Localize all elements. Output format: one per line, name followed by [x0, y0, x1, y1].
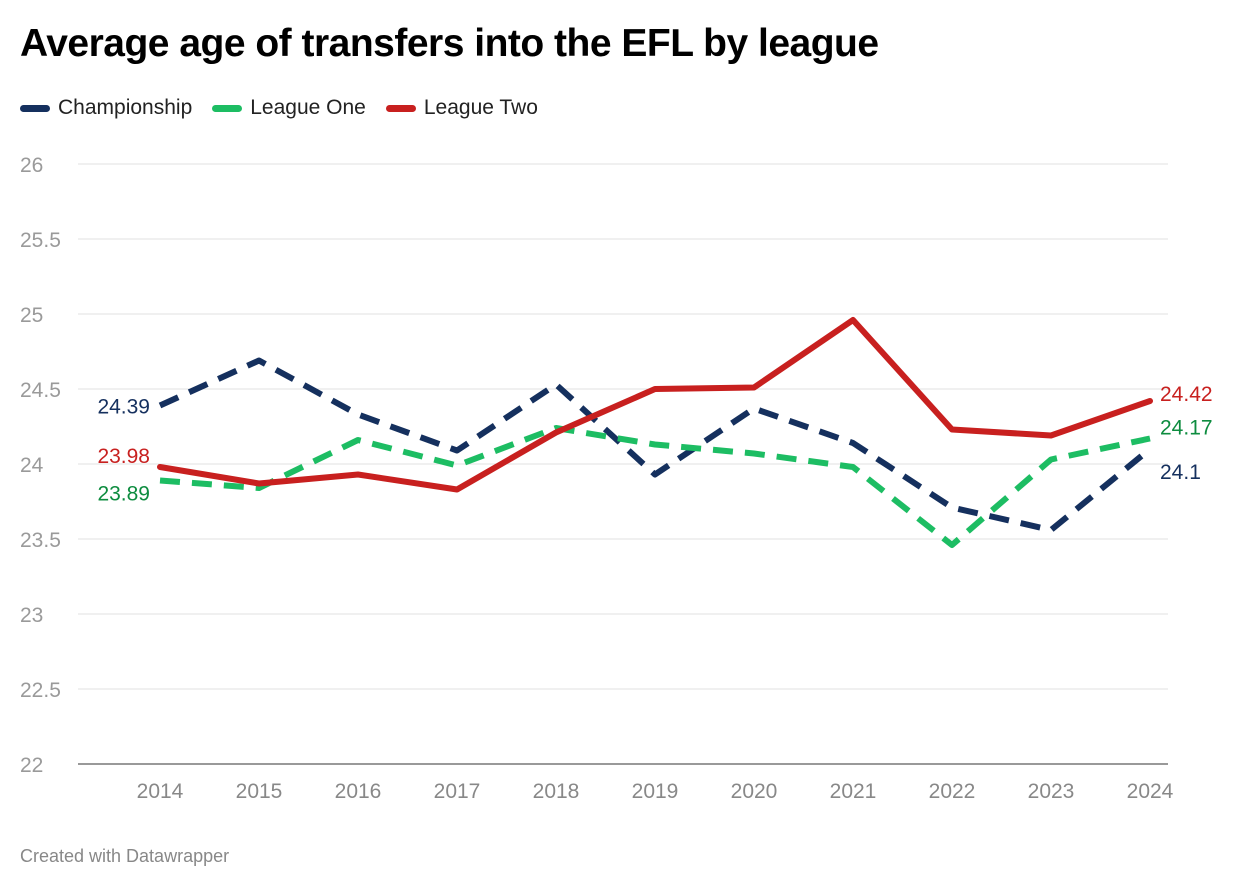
legend-label: League One: [250, 96, 366, 119]
y-tick-label: 23.5: [20, 529, 61, 552]
y-tick-label: 23: [20, 604, 43, 627]
x-tick-label: 2022: [929, 780, 976, 803]
x-tick-label: 2016: [335, 780, 382, 803]
start-value-label: 24.39: [97, 396, 150, 419]
legend-label: League Two: [423, 96, 538, 119]
legend: Championship League One League Two: [20, 96, 538, 120]
legend-swatch: [385, 104, 416, 112]
legend-label: Championship: [58, 96, 193, 119]
series-line-league-one: [159, 425, 1151, 548]
y-tick-label: 26: [20, 154, 43, 177]
end-value-label: 24.17: [1160, 417, 1213, 440]
y-tick-label: 22.5: [20, 679, 61, 702]
end-value-label: 24.1: [1160, 461, 1201, 484]
x-tick-label: 2021: [830, 780, 877, 803]
series-line-championship: [158, 357, 1152, 533]
x-tick-label: 2023: [1028, 780, 1075, 803]
y-tick-label: 24: [20, 454, 44, 477]
x-tick-label: 2017: [434, 780, 481, 803]
chart-title: Average age of transfers into the EFL by…: [20, 22, 879, 65]
legend-swatch: [20, 104, 50, 112]
legend-item-championship: Championship: [20, 96, 192, 120]
end-value-label: 24.42: [1160, 383, 1213, 406]
x-tick-label: 2019: [632, 780, 679, 803]
series-line-league-two: [157, 317, 1153, 493]
legend-swatch: [212, 104, 243, 112]
y-tick-label: 25: [20, 304, 43, 327]
start-value-label: 23.98: [97, 445, 150, 468]
y-tick-label: 25.5: [20, 229, 61, 252]
start-value-label: 23.89: [97, 483, 150, 506]
footer-credit: Created with Datawrapper: [20, 846, 230, 866]
x-tick-label: 2018: [533, 780, 580, 803]
x-tick-label: 2020: [731, 780, 778, 803]
x-tick-label: 2024: [1127, 780, 1174, 803]
legend-item-league-one: League One: [212, 96, 366, 120]
y-tick-label: 24.5: [20, 379, 61, 402]
y-tick-label: 22: [20, 754, 43, 777]
x-tick-label: 2014: [137, 780, 184, 803]
legend-item-league-two: League Two: [385, 96, 538, 120]
x-tick-label: 2015: [236, 780, 283, 803]
